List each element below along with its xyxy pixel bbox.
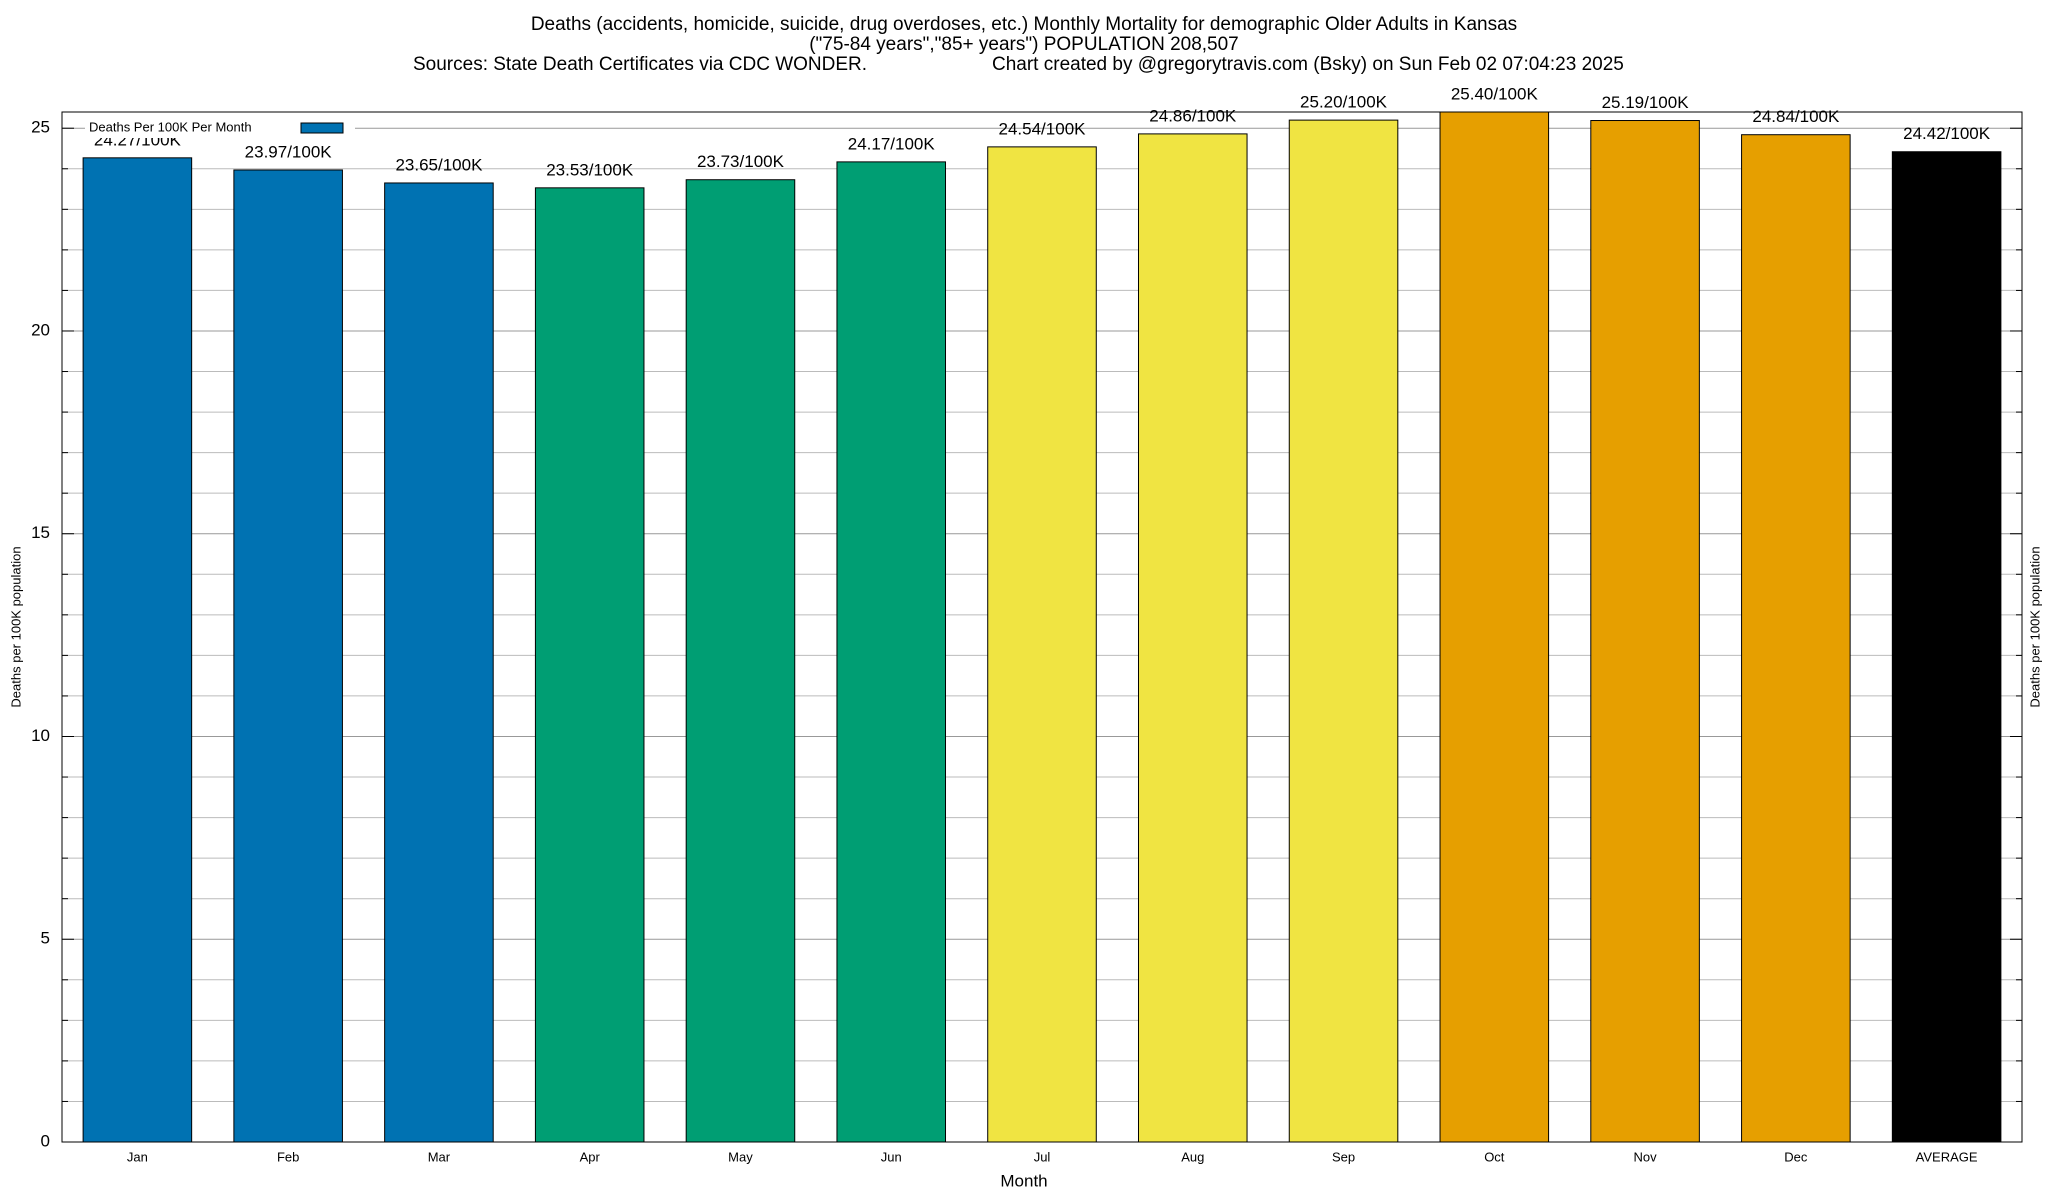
x-tick-label: Aug <box>1181 1149 1204 1164</box>
credit: Chart created by @gregorytravis.com (Bsk… <box>992 54 1624 75</box>
value-label: 25.19/100K <box>1602 93 1690 112</box>
source: Sources: State Death Certificates via CD… <box>413 54 867 75</box>
value-label: 23.53/100K <box>546 160 634 179</box>
bar <box>1741 134 1851 1143</box>
bar <box>836 161 947 1143</box>
y-tick-label: 25 <box>31 118 50 137</box>
x-axis-label: Month <box>1000 1171 1047 1190</box>
chart-subtitle: ("75-84 years","85+ years") POPULATION 2… <box>809 34 1239 55</box>
x-tick-label: Feb <box>277 1149 299 1164</box>
value-label: 23.73/100K <box>697 152 785 171</box>
bar <box>1288 119 1399 1143</box>
x-tick-label: Oct <box>1484 1149 1505 1164</box>
x-tick-label: Jun <box>881 1149 902 1164</box>
x-tick-label: AVERAGE <box>1916 1149 1978 1164</box>
y-tick-label: 0 <box>41 1131 50 1150</box>
x-tick-label: Nov <box>1634 1149 1658 1164</box>
x-tick-label: Jan <box>127 1149 148 1164</box>
x-tick-label: Dec <box>1784 1149 1808 1164</box>
value-label: 23.65/100K <box>395 155 483 174</box>
value-label: 24.42/100K <box>1903 124 1991 143</box>
y2-axis-label: Deaths per 100K population <box>2027 546 2042 707</box>
value-label: 24.54/100K <box>999 119 1087 138</box>
legend-bg <box>85 118 355 138</box>
value-label: 24.17/100K <box>848 134 936 153</box>
x-tick-label: May <box>728 1149 753 1164</box>
x-tick-label: Apr <box>580 1149 601 1164</box>
y-tick-label: 10 <box>31 726 50 745</box>
y-tick-label: 5 <box>41 929 50 948</box>
bar <box>384 182 494 1143</box>
x-tick-label: Sep <box>1332 1149 1355 1164</box>
bar <box>1137 133 1248 1143</box>
value-label: 23.97/100K <box>245 142 333 161</box>
y-tick-label: 20 <box>31 320 50 339</box>
value-label: 25.40/100K <box>1451 84 1539 103</box>
bar <box>82 157 193 1143</box>
bar <box>1590 120 1700 1143</box>
bar <box>1439 111 1550 1143</box>
bar <box>233 169 343 1143</box>
legend-swatch <box>300 122 344 134</box>
x-tick-label: Mar <box>428 1149 451 1164</box>
y-axis-label: Deaths per 100K population <box>8 546 23 707</box>
value-label: 24.84/100K <box>1752 107 1840 126</box>
value-label: 24.86/100K <box>1149 106 1237 125</box>
bar <box>534 187 645 1143</box>
value-label: 25.20/100K <box>1300 93 1388 112</box>
bar <box>1891 151 2002 1143</box>
legend-label: Deaths Per 100K Per Month <box>89 119 252 134</box>
bar <box>685 179 796 1143</box>
bar <box>987 146 1097 1143</box>
y-tick-label: 15 <box>31 523 50 542</box>
x-tick-label: Jul <box>1034 1149 1051 1164</box>
chart-title: Deaths (accidents, homicide, suicide, dr… <box>531 14 1517 35</box>
